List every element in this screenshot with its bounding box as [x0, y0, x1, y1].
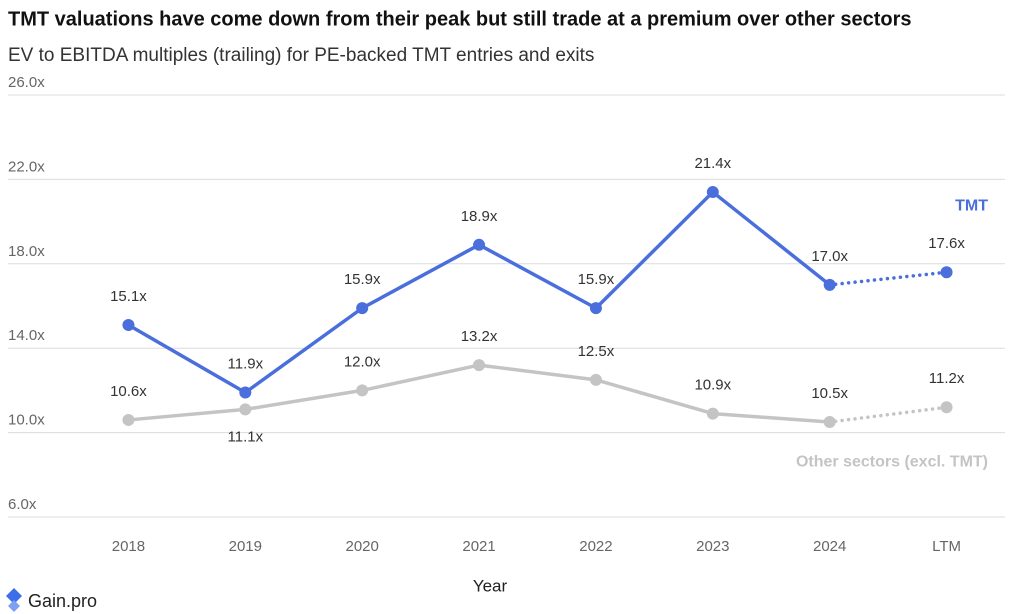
- value-label: 17.0x: [811, 248, 848, 265]
- y-tick-label: 10.0x: [8, 412, 45, 429]
- series-label: TMT: [955, 197, 988, 214]
- value-label: 10.6x: [110, 383, 147, 400]
- logo-text: Gain.pro: [28, 591, 97, 611]
- x-axis-label: Year: [473, 576, 508, 595]
- y-tick-label: 18.0x: [8, 243, 45, 260]
- value-label: 15.9x: [344, 271, 381, 288]
- point: [823, 416, 836, 429]
- point: [356, 302, 369, 315]
- point: [239, 386, 252, 399]
- point: [706, 407, 719, 420]
- series-label: Other sectors (excl. TMT): [796, 453, 988, 470]
- point: [823, 278, 836, 291]
- x-tick-label: 2024: [813, 538, 846, 555]
- point: [589, 302, 602, 315]
- y-tick-label: 22.0x: [8, 158, 45, 175]
- value-label: 13.2x: [461, 328, 498, 345]
- point: [473, 238, 486, 251]
- series-line: [126, 190, 949, 395]
- series-line: [126, 363, 949, 424]
- value-label: 10.5x: [811, 385, 848, 402]
- point: [940, 266, 953, 279]
- value-label: 10.9x: [694, 377, 731, 394]
- x-tick-label: LTM: [932, 538, 961, 555]
- value-label: 21.4x: [694, 155, 731, 172]
- y-tick-label: 26.0x: [8, 74, 45, 91]
- point: [473, 359, 486, 372]
- x-tick-label: 2018: [112, 538, 145, 555]
- value-label: 12.0x: [344, 353, 381, 370]
- logo-icon: [6, 588, 22, 612]
- chart-subtitle: EV to EBITDA multiples (trailing) for PE…: [8, 45, 594, 66]
- y-tick-label: 6.0x: [8, 496, 37, 513]
- point: [356, 384, 369, 397]
- value-label: 15.1x: [110, 288, 147, 305]
- point: [239, 403, 252, 416]
- point: [589, 373, 602, 386]
- value-label: 11.1x: [228, 428, 264, 445]
- value-label: 12.5x: [578, 343, 615, 360]
- point: [940, 401, 953, 414]
- value-label: 15.9x: [578, 271, 615, 288]
- x-tick-label: 2021: [462, 538, 495, 555]
- point: [122, 413, 135, 426]
- value-label: 18.9x: [461, 208, 498, 225]
- value-label: 17.6x: [928, 235, 965, 252]
- x-tick-label: 2023: [696, 538, 729, 555]
- point: [122, 318, 135, 331]
- point: [706, 186, 719, 199]
- x-tick-label: 2022: [579, 538, 612, 555]
- chart-title: TMT valuations have come down from their…: [8, 8, 912, 30]
- y-tick-label: 14.0x: [8, 327, 45, 344]
- x-tick-label: 2020: [346, 538, 379, 555]
- x-tick-label: 2019: [229, 538, 262, 555]
- value-label: 11.9x: [228, 355, 264, 372]
- value-label: 11.2x: [929, 370, 965, 387]
